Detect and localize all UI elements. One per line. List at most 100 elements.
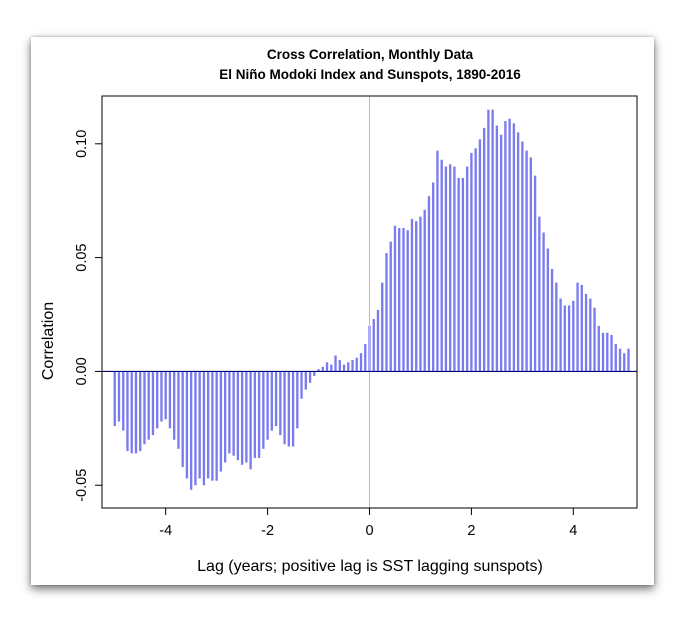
bar bbox=[470, 152, 473, 372]
x-axis: -4 -2 0 2 4 bbox=[159, 508, 577, 539]
bar bbox=[321, 366, 324, 372]
bar bbox=[126, 371, 129, 452]
bar bbox=[342, 364, 346, 372]
bar bbox=[436, 150, 439, 372]
bar bbox=[521, 141, 524, 372]
bar bbox=[117, 371, 121, 422]
bar bbox=[219, 371, 223, 472]
bar bbox=[627, 348, 630, 372]
y-tick-label: 0.05 bbox=[74, 243, 90, 271]
bar bbox=[474, 148, 477, 372]
bar bbox=[597, 325, 600, 372]
bar bbox=[283, 371, 286, 445]
bar bbox=[576, 282, 579, 372]
bar bbox=[223, 371, 227, 463]
bar bbox=[359, 353, 363, 372]
bar bbox=[304, 371, 307, 390]
y-tick-label: -0.05 bbox=[74, 469, 90, 502]
bar bbox=[504, 121, 507, 372]
bar bbox=[389, 241, 392, 372]
bar bbox=[487, 109, 490, 372]
x-tick-label: 4 bbox=[569, 523, 577, 539]
bar bbox=[338, 360, 341, 372]
bar bbox=[555, 282, 558, 372]
bar bbox=[567, 305, 571, 372]
bar bbox=[538, 216, 541, 372]
bar bbox=[542, 232, 545, 372]
bar bbox=[559, 298, 562, 372]
bar bbox=[177, 371, 180, 449]
bar bbox=[364, 344, 367, 372]
bar bbox=[296, 371, 299, 429]
bar bbox=[546, 248, 550, 372]
bar bbox=[427, 196, 431, 372]
bar bbox=[347, 362, 350, 372]
bar bbox=[512, 123, 516, 372]
bar bbox=[495, 125, 499, 372]
bar bbox=[274, 371, 278, 427]
chart-subtitle: El Niño Modoki Index and Sunspots, 1890-… bbox=[219, 67, 521, 82]
bar bbox=[215, 371, 218, 481]
bar bbox=[550, 268, 554, 372]
bar bbox=[164, 371, 167, 420]
bar bbox=[525, 150, 528, 372]
bar bbox=[610, 335, 613, 372]
bar bbox=[240, 371, 244, 465]
bar bbox=[623, 353, 626, 372]
bar bbox=[606, 332, 609, 372]
bar bbox=[287, 371, 290, 447]
bar bbox=[198, 371, 201, 479]
bar bbox=[491, 109, 494, 372]
bar bbox=[308, 371, 312, 383]
bar bbox=[211, 371, 214, 481]
bar bbox=[168, 371, 172, 429]
y-axis: -0.05 0.00 0.05 0.10 bbox=[74, 130, 102, 502]
bar bbox=[406, 230, 409, 372]
bar bbox=[584, 294, 588, 372]
bars-group bbox=[113, 109, 630, 490]
bar bbox=[478, 139, 482, 372]
bar bbox=[563, 305, 566, 372]
bar bbox=[398, 228, 401, 372]
bar bbox=[410, 218, 414, 372]
bar bbox=[415, 221, 418, 372]
bar bbox=[440, 159, 443, 372]
bar bbox=[508, 118, 511, 372]
bar bbox=[330, 364, 333, 372]
bar bbox=[499, 134, 503, 372]
chart: Cross Correlation, Monthly Data El Niño … bbox=[40, 47, 638, 575]
bar bbox=[266, 371, 269, 440]
bar bbox=[372, 319, 375, 372]
bar bbox=[465, 166, 469, 372]
chart-title: Cross Correlation, Monthly Data bbox=[267, 47, 474, 62]
bar bbox=[618, 348, 622, 372]
bar bbox=[351, 360, 354, 372]
bar bbox=[423, 209, 426, 372]
bar bbox=[453, 166, 456, 372]
x-tick-label: -2 bbox=[261, 523, 274, 539]
bar bbox=[185, 371, 189, 479]
bar bbox=[228, 371, 231, 454]
bar bbox=[580, 284, 583, 372]
bar bbox=[572, 300, 575, 372]
bar bbox=[449, 164, 452, 372]
bar bbox=[300, 371, 303, 399]
bar bbox=[202, 371, 206, 486]
bar bbox=[601, 332, 605, 372]
bar bbox=[143, 371, 146, 445]
bar bbox=[334, 355, 337, 372]
x-tick-label: 0 bbox=[365, 523, 373, 539]
bar bbox=[593, 307, 596, 372]
bar bbox=[130, 371, 133, 454]
bar bbox=[614, 344, 617, 372]
bar bbox=[516, 132, 520, 372]
x-tick-label: 2 bbox=[467, 523, 475, 539]
bar bbox=[317, 369, 320, 372]
bar bbox=[262, 371, 265, 449]
bar bbox=[113, 371, 116, 427]
bar bbox=[160, 371, 163, 422]
bar bbox=[279, 371, 282, 436]
y-tick-label: 0.10 bbox=[74, 130, 90, 158]
bar bbox=[402, 228, 405, 372]
bar bbox=[529, 157, 533, 372]
